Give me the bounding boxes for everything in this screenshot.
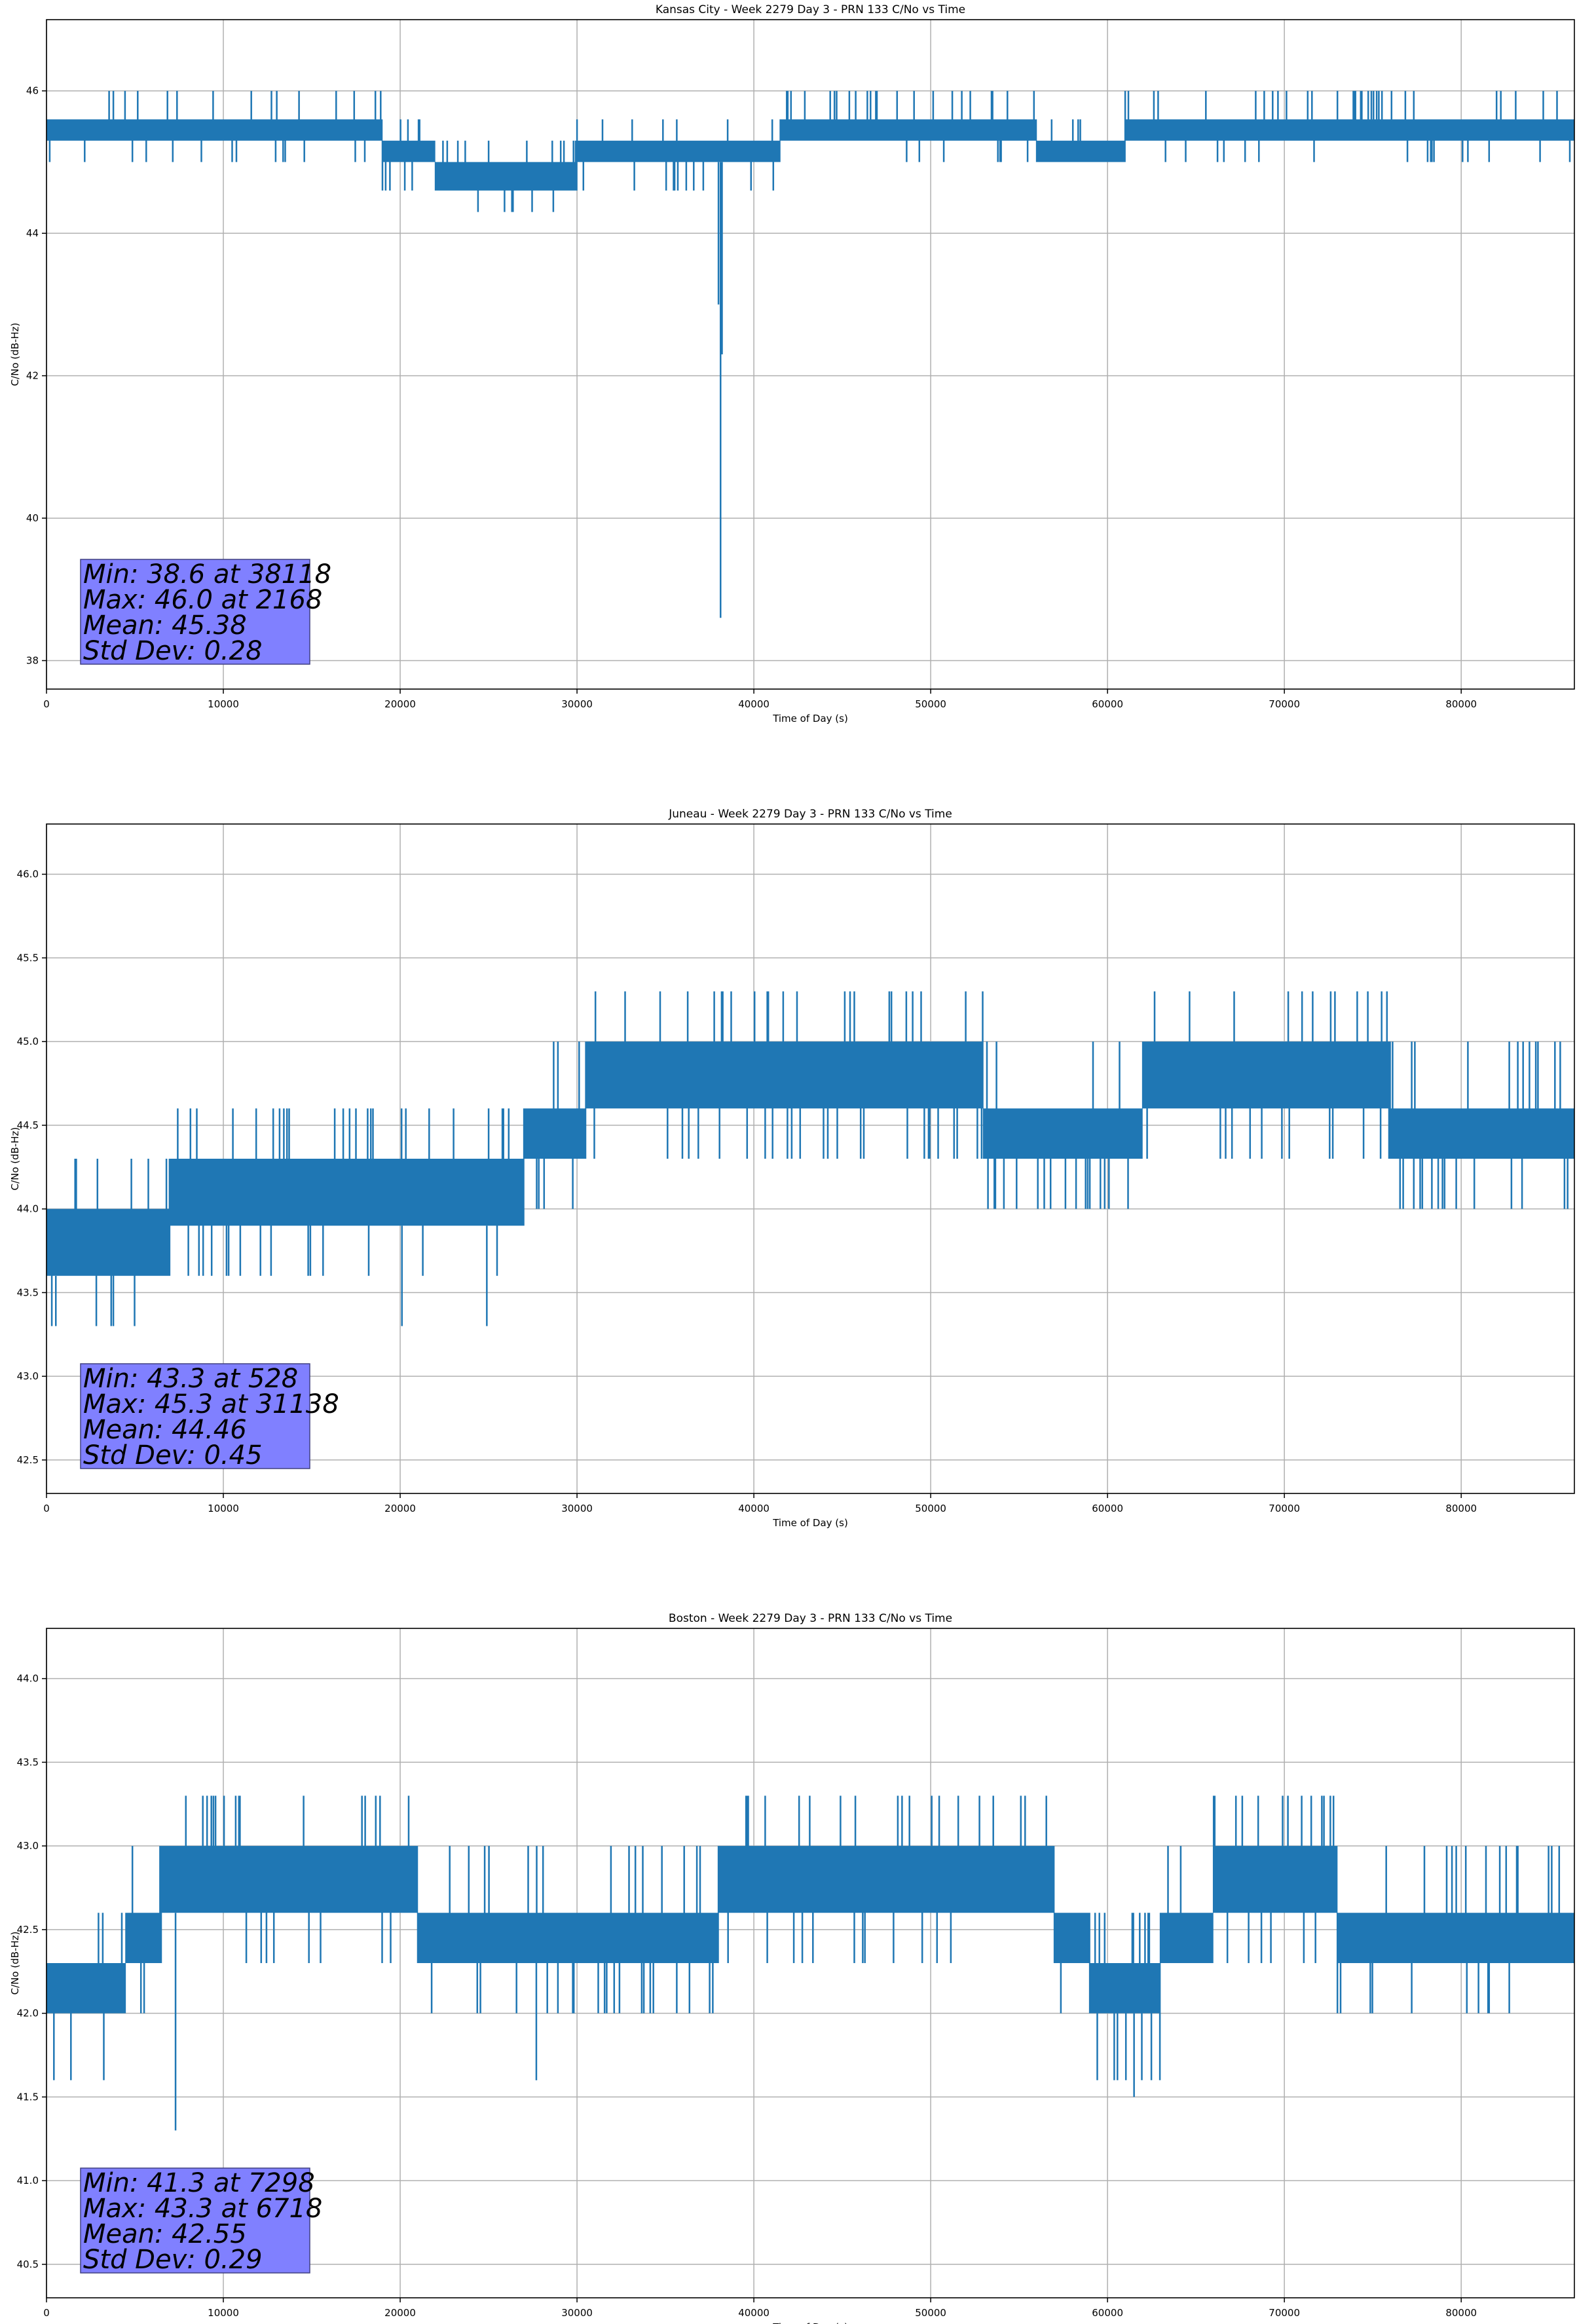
x-tick-label: 30000 [561,2307,593,2319]
series-line [46,90,1574,618]
x-tick-label: 0 [43,1503,50,1514]
chart-panel: 0 10000 20000 30000 40000 50000 60000 70000 8000… [9,1612,1575,2324]
y-tick-label: 43.5 [17,1756,39,1768]
chart-title: Boston - Week 2279 Day 3 - PRN 133 C/No … [669,1612,952,1625]
stats-line: Min: 38.6 at 38118 [83,559,331,590]
stats-line: Max: 45.3 at 31138 [83,1389,339,1419]
y-tick-label: 43.5 [17,1286,39,1298]
y-axis-label: C/No (dB-Hz) [9,1127,21,1191]
y-tick-label: 44 [26,227,39,239]
y-tick-label: 42 [26,370,39,382]
stats-box-background [80,1363,310,1469]
x-tick-label: 80000 [1445,2307,1477,2319]
y-tick-label: 40.5 [17,2258,39,2270]
y-tick-label: 43.0 [17,1840,39,1852]
y-tick-label: 45.0 [17,1036,39,1047]
y-tick-label: 38 [26,655,39,667]
stats-line: Std Dev: 0.29 [83,2245,263,2275]
x-tick-label: 50000 [915,1503,946,1514]
stats-line: Min: 43.3 at 528 [83,1364,298,1394]
stats-line: Min: 41.3 at 7298 [83,2168,315,2198]
x-tick-label: 40000 [738,1503,770,1514]
x-tick-label: 80000 [1445,1503,1477,1514]
chart-panel: 0 10000 20000 30000 40000 50000 60000 70000 8000… [9,808,1575,1529]
y-tick-label: 46 [26,85,39,97]
series-line [46,991,1574,1326]
y-tick-label: 44.0 [17,1203,39,1215]
stats-line: Mean: 44.46 [83,1415,247,1445]
stats-box-background [80,559,310,665]
stats-line: Mean: 42.55 [83,2219,247,2249]
x-tick-label: 80000 [1445,698,1477,710]
series-band [46,90,1574,212]
y-tick-label: 42.5 [17,1924,39,1936]
x-tick-label: 20000 [384,698,416,710]
x-axis-label: Time of Day (s) [772,1517,848,1529]
x-tick-label: 20000 [384,2307,416,2319]
x-tick-label: 40000 [738,698,770,710]
chart-panel: 0 10000 20000 30000 40000 50000 60000 70000 8000… [9,3,1575,724]
series-band [46,991,1574,1326]
plots-container: 0 10000 20000 30000 40000 50000 60000 70000 8000… [9,3,1575,2324]
x-axis-label: Time of Day (s) [772,2321,848,2324]
stats-line: Std Dev: 0.45 [83,1440,263,1471]
x-axis-label: Time of Day (s) [772,713,848,724]
x-tick-label: 0 [43,2307,50,2319]
y-tick-label: 41.0 [17,2175,39,2186]
x-tick-label: 50000 [915,2307,946,2319]
x-tick-label: 10000 [208,2307,239,2319]
stats-line: Max: 46.0 at 2168 [83,585,322,615]
chart-title: Kansas City - Week 2279 Day 3 - PRN 133 … [656,3,965,16]
y-tick-label: 46.0 [17,869,39,880]
x-tick-label: 40000 [738,2307,770,2319]
y-tick-label: 43.0 [17,1370,39,1382]
y-tick-label: 41.5 [17,2091,39,2103]
y-tick-label: 45.5 [17,952,39,964]
y-tick-label: 42.0 [17,2008,39,2019]
x-tick-label: 70000 [1269,1503,1300,1514]
x-tick-label: 70000 [1269,698,1300,710]
x-tick-label: 60000 [1092,1503,1123,1514]
y-tick-label: 40 [26,512,39,524]
series-line [46,1795,1574,2131]
stats-box-background [80,2167,310,2274]
plot-frame [46,823,1575,1494]
x-tick-label: 70000 [1269,2307,1300,2319]
x-tick-label: 0 [43,698,50,710]
x-tick-label: 30000 [561,698,593,710]
y-tick-label: 44.0 [17,1673,39,1685]
stats-line: Mean: 45.38 [83,610,247,641]
x-tick-label: 10000 [208,698,239,710]
stats-line: Max: 43.3 at 6718 [83,2194,322,2224]
plot-frame [46,1628,1575,2298]
y-axis-label: C/No (dB-Hz) [9,1932,21,1995]
y-tick-label: 44.5 [17,1119,39,1131]
x-tick-label: 10000 [208,1503,239,1514]
chart-title: Juneau - Week 2279 Day 3 - PRN 133 C/No … [668,808,952,821]
x-tick-label: 60000 [1092,2307,1123,2319]
y-axis-label: C/No (dB-Hz) [9,323,21,386]
series-band [46,1795,1574,2080]
y-tick-label: 42.5 [17,1454,39,1466]
x-tick-label: 50000 [915,698,946,710]
x-tick-label: 60000 [1092,698,1123,710]
x-tick-label: 20000 [384,1503,416,1514]
stats-line: Std Dev: 0.28 [83,636,263,666]
plot-frame [46,19,1575,690]
x-tick-label: 30000 [561,1503,593,1514]
